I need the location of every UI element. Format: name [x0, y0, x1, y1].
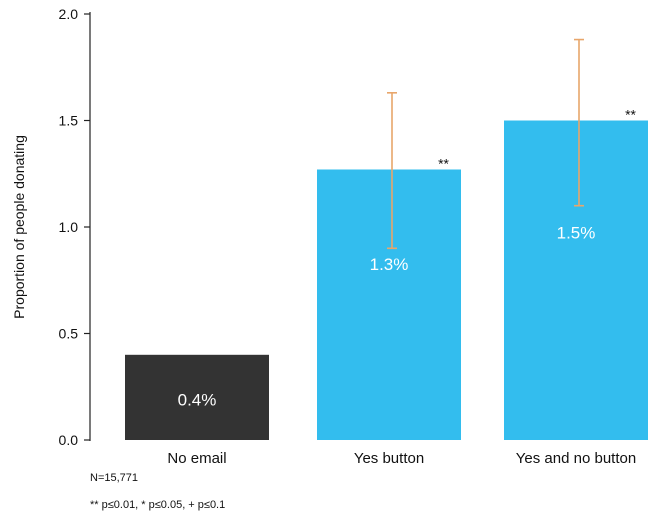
x-tick-label: Yes button: [354, 450, 424, 467]
x-tick-label: No email: [167, 450, 226, 467]
y-tick-label: 0.5: [59, 326, 79, 342]
x-tick-label: Yes and no button: [516, 450, 636, 467]
y-tick-label: 1.5: [59, 113, 79, 129]
data-label: 1.3%: [370, 255, 409, 274]
bar-3: [504, 120, 648, 440]
y-tick-label: 1.0: [59, 219, 79, 235]
significance-marker: **: [438, 155, 449, 171]
significance-marker: **: [625, 107, 636, 123]
data-label: 0.4%: [178, 390, 217, 409]
y-tick-label: 2.0: [59, 6, 79, 22]
y-tick-label: 0.0: [59, 432, 79, 448]
significance-key-note: ** p≤0.01, * p≤0.05, + p≤0.1: [90, 499, 226, 511]
bar-1: [125, 354, 269, 440]
sample-size-note: N=15,771: [90, 472, 139, 484]
data-label: 1.5%: [557, 224, 596, 243]
y-axis-label: Proportion of people donating: [11, 135, 27, 319]
bar-2: [317, 169, 461, 441]
